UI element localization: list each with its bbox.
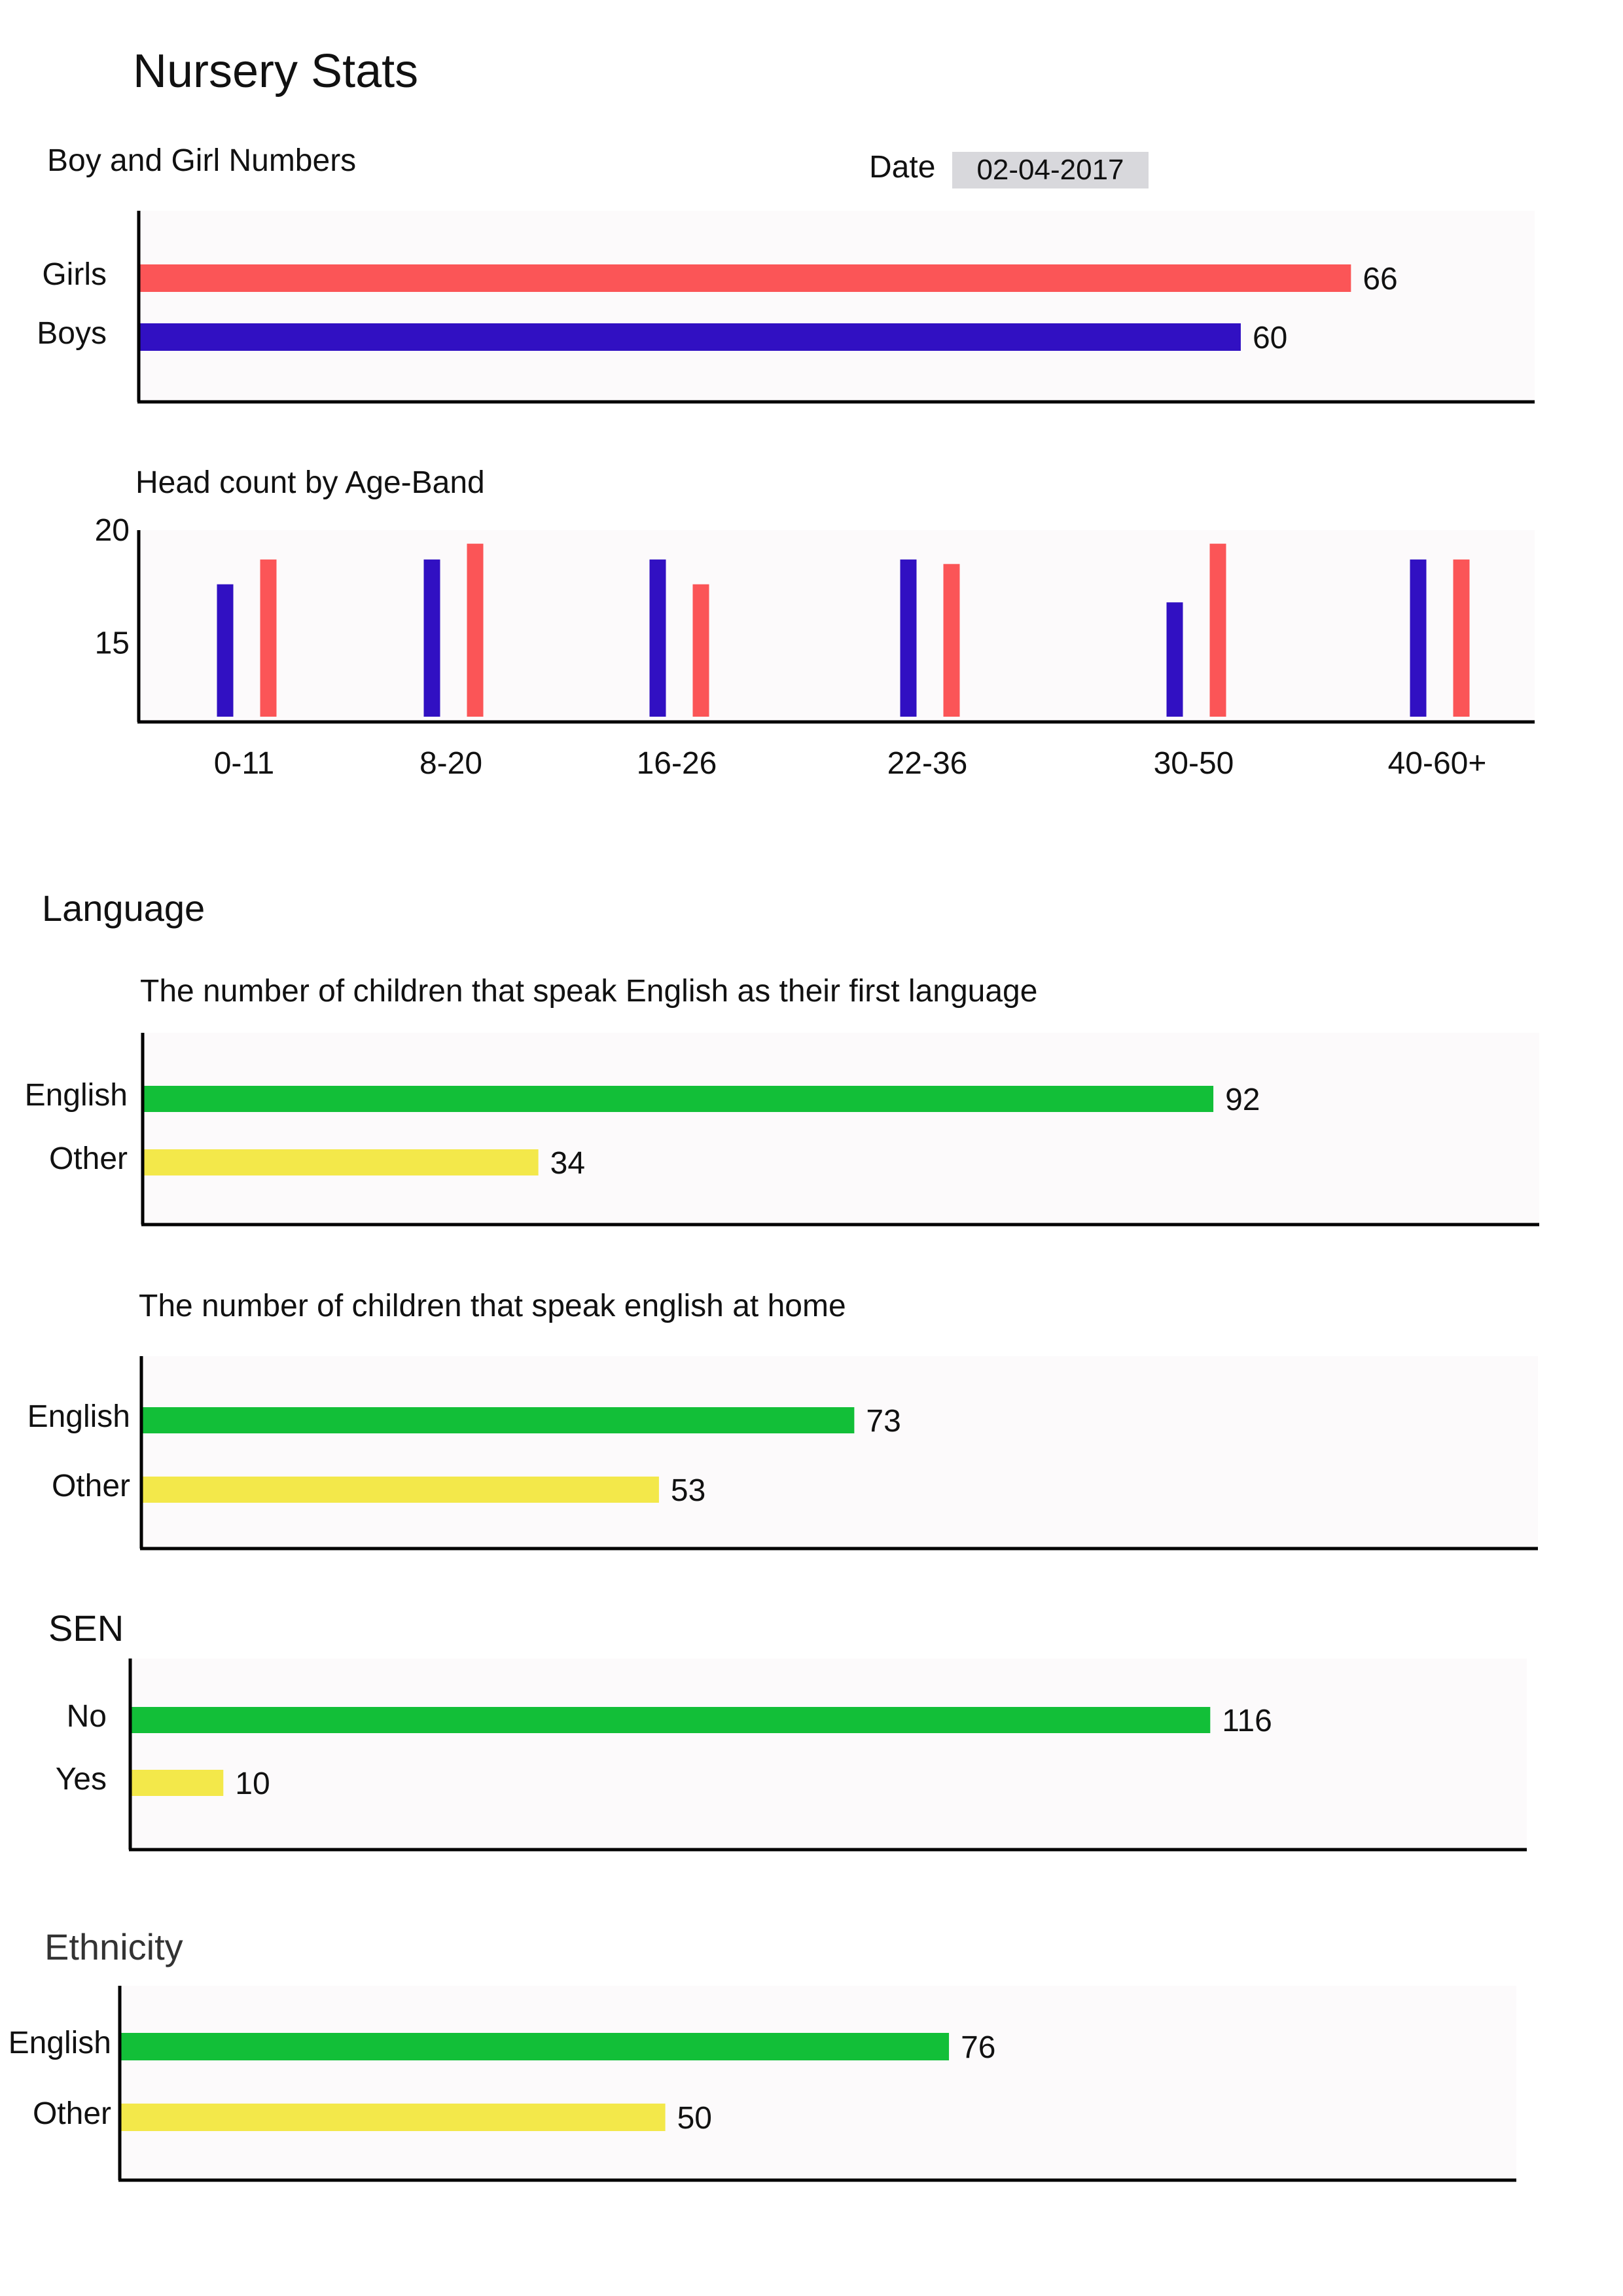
ethnicity-category-label: Other	[33, 2096, 111, 2131]
home_language-category-label: Other	[52, 1469, 130, 1503]
sen-plot-area	[130, 1659, 1527, 1850]
ageband-bar	[1209, 543, 1226, 717]
ageband-bar	[692, 584, 709, 717]
sen-value-label: 10	[235, 1767, 270, 1801]
ageband-x-tick-label: 30-50	[1154, 746, 1234, 781]
sen-category-label: No	[67, 1699, 107, 1734]
ethnicity-value-label: 50	[677, 2101, 712, 2136]
gender-value-label: 66	[1363, 262, 1397, 296]
gender-category-label: Girls	[42, 257, 107, 292]
home_language-plot-area	[141, 1356, 1538, 1549]
date-label: Date	[869, 150, 936, 185]
ageband-bar	[1453, 559, 1470, 717]
first_language-value-label: 92	[1225, 1083, 1260, 1117]
ageband-chart-title: Head count by Age-Band	[135, 465, 485, 500]
first-language-chart-title: The number of children that speak Englis…	[140, 974, 1038, 1009]
ageband-bar	[1410, 559, 1427, 717]
sen-category-label: Yes	[56, 1762, 107, 1797]
ageband-y-tick-label: 15	[95, 626, 130, 660]
ageband-bar	[943, 564, 960, 717]
sen-bar-no	[130, 1707, 1211, 1733]
first_language-value-label: 34	[550, 1146, 585, 1181]
section-ethnicity: Ethnicity	[45, 1926, 183, 1967]
ageband-bar	[649, 559, 666, 717]
ageband-x-tick-label: 0-11	[214, 746, 275, 781]
gender-bar-boys	[139, 323, 1241, 351]
sen-value-label: 116	[1222, 1704, 1272, 1738]
gender-value-label: 60	[1253, 321, 1287, 355]
gender-category-label: Boys	[37, 316, 107, 351]
ageband-bar	[900, 559, 917, 717]
home_language-value-label: 73	[866, 1404, 901, 1439]
gender-plot-area	[139, 211, 1535, 402]
ageband-bar	[1166, 602, 1183, 717]
ethnicity-bar-other	[120, 2104, 666, 2131]
ageband-bar	[423, 559, 440, 717]
ageband-plot-area	[139, 530, 1535, 722]
ethnicity-category-label: English	[9, 2026, 111, 2060]
section-language: Language	[42, 888, 205, 929]
gender-bar-girls	[139, 264, 1351, 292]
page-title: Nursery Stats	[133, 45, 419, 98]
first_language-plot-area	[143, 1033, 1539, 1225]
ageband-bar	[467, 543, 484, 717]
home_language-category-label: English	[27, 1399, 130, 1434]
ageband-bar	[260, 559, 277, 717]
ageband-x-tick-label: 22-36	[887, 746, 968, 781]
first_language-category-label: Other	[49, 1141, 128, 1176]
section-sen: SEN	[48, 1607, 124, 1649]
gender-chart-title: Boy and Girl Numbers	[47, 143, 357, 178]
first_language-category-label: English	[25, 1078, 128, 1113]
ethnicity-bar-english	[120, 2033, 950, 2060]
ageband-x-tick-label: 8-20	[419, 746, 482, 781]
date-field[interactable]: 02-04-2017	[952, 152, 1149, 188]
ageband-y-tick-label: 20	[95, 513, 130, 548]
home_language-value-label: 53	[671, 1473, 705, 1508]
ethnicity-plot-area	[120, 1986, 1516, 2180]
first_language-bar-other	[143, 1149, 539, 1175]
first_language-bar-english	[143, 1086, 1214, 1112]
ageband-x-tick-label: 40-60+	[1388, 746, 1487, 781]
ethnicity-value-label: 76	[961, 2030, 995, 2065]
ageband-bar	[217, 584, 234, 717]
home_language-bar-other	[141, 1477, 659, 1503]
home-language-chart-title: The number of children that speak englis…	[139, 1289, 846, 1323]
sen-bar-yes	[130, 1770, 224, 1796]
home_language-bar-english	[141, 1407, 855, 1433]
ageband-x-tick-label: 16-26	[637, 746, 717, 781]
